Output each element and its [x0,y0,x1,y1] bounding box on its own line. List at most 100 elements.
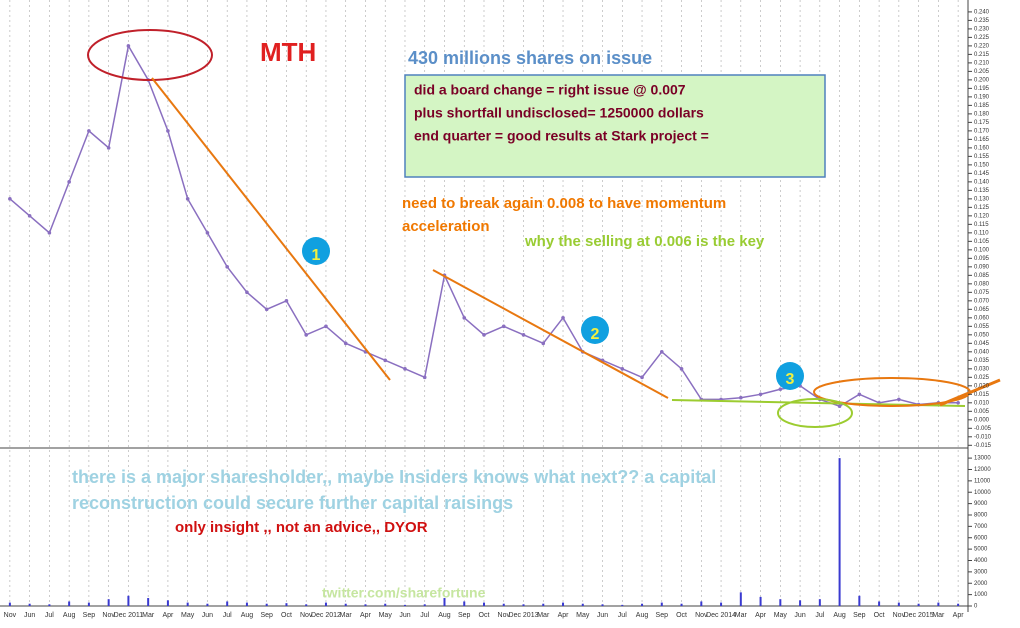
x-tick-label: Jun [597,612,608,619]
shares-note: 430 millions shares on issue [408,48,652,68]
volume-bar [305,604,308,606]
volume-bar [68,601,71,606]
volume-bar [641,603,644,606]
y-tick-label: 0.005 [974,409,990,415]
break-note: need to break again 0.008 to have moment… [402,195,726,212]
wave-marker [302,237,330,265]
volume-bar [660,602,663,606]
y-tick-label: 0.075 [974,290,990,296]
y-tick-label: 0.030 [974,366,990,372]
volume-bar [245,602,248,606]
x-tick-label: Oct [281,612,292,619]
price-point [304,333,309,337]
x-tick-label: Apr [162,612,174,619]
box-line: plus shortfall undisclosed= 1250000 doll… [414,105,704,121]
holder-note: there is a major sharesholder,, maybe In… [72,467,716,487]
y-tick-label: 0.190 [974,94,990,100]
volume-bar [502,603,505,606]
x-tick-label: Aug [833,612,846,619]
volume-bar [483,602,485,606]
x-tick-label: Nov [102,612,115,619]
price-point [166,129,170,133]
x-tick-label: Jun [399,612,410,619]
volume-bar [443,598,446,606]
y-tick-label: 0.105 [974,239,990,245]
x-tick-label: Jun [794,612,805,619]
volume-bar [680,603,683,606]
price-point [482,333,486,337]
y-tick-label: 0.035 [974,358,990,364]
price-point [521,333,526,337]
price-point [659,350,664,354]
volume-bar [147,598,150,606]
x-tick-label: Mar [340,612,353,619]
x-tick-label: May [576,612,590,619]
x-tick-label: Jul [420,612,429,619]
x-tick-label: Aug [438,612,451,619]
y-tick-label: 0.145 [974,171,990,177]
wave-label: 3 [786,371,795,388]
x-tick-label: Jul [45,612,54,619]
y-tick-label: 0.125 [974,205,990,211]
x-tick-label: Dec 2013 [509,612,539,619]
selling-note: why the selling at 0.006 is the key [524,233,765,250]
price-point [264,307,269,312]
volume-bar [463,601,466,606]
y-tick-label: -0.015 [974,443,992,449]
breakout-arrow [939,378,1001,407]
trend-line [151,77,391,381]
volume-bar [720,602,723,606]
price-point [343,341,348,346]
y-tick-label: 0.095 [974,256,990,262]
y-tick-label: 2000 [974,581,988,587]
volume-bar [8,602,11,606]
y-tick-label: 0.230 [974,26,990,32]
price-point [561,316,565,320]
y-tick-label: -0.005 [974,426,992,432]
volume-bar [779,599,782,606]
price-point [67,180,71,184]
x-tick-label: Oct [479,612,490,619]
x-tick-label: May [379,612,393,619]
x-tick-label: Dec 2015 [904,612,934,619]
x-tick-label: Mar [537,612,550,619]
y-tick-label: 0.020 [974,383,990,389]
y-tick-label: 0.070 [974,298,990,304]
volume-bar [818,599,821,606]
volume-bar [423,604,426,606]
y-tick-label: 0.205 [974,69,990,75]
x-tick-label: May [181,612,195,619]
x-tick-label: Nov [893,612,906,619]
volume-bar [601,604,604,606]
price-point [679,367,684,371]
volume-bar [226,601,229,606]
volume-bar [324,602,327,606]
volume-bar [265,603,268,606]
volume-bar [621,604,624,606]
y-tick-label: 0.200 [974,77,990,83]
volume-bar [937,602,940,606]
x-tick-label: Dec 2014 [706,612,736,619]
volume-bar [344,603,347,606]
y-tick-label: 0.170 [974,128,990,134]
x-tick-label: Sep [83,612,96,619]
box-line: did a board change = right issue @ 0.007 [414,82,686,98]
price-point [106,146,111,150]
y-tick-label: 3000 [974,569,988,575]
y-tick-label: 0.175 [974,120,990,126]
x-tick-label: Aug [63,612,76,619]
y-tick-label: 0.045 [974,341,990,347]
volume-bar [285,603,288,606]
y-tick-label: 0.155 [974,154,990,160]
price-point [640,375,644,380]
x-tick-label: Mar [932,612,945,619]
price-point [205,231,210,235]
x-tick-label: Apr [360,612,372,619]
break-note: acceleration [402,218,490,235]
y-tick-label: -0.010 [974,434,992,440]
volume-bar [917,603,920,606]
volume-bar [700,601,703,606]
volume-bar [206,603,209,606]
volume-bar [186,602,189,606]
